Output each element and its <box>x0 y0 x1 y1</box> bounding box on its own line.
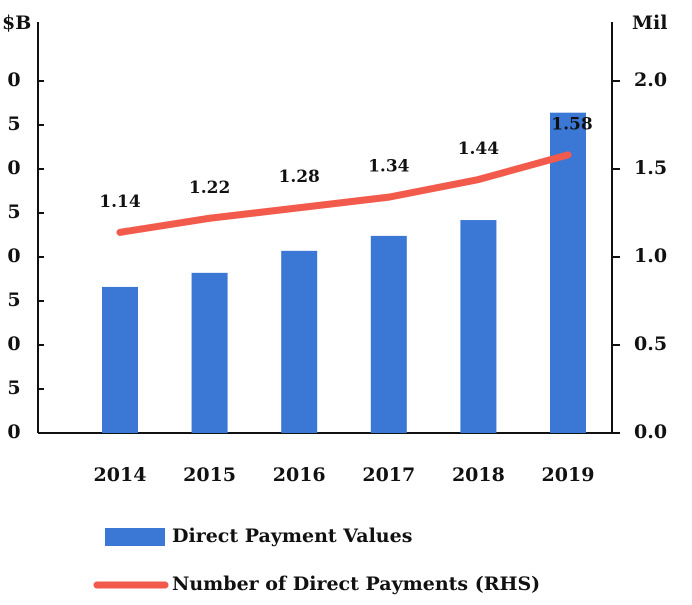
x-tick-label: 2018 <box>452 464 505 486</box>
bar <box>460 220 497 433</box>
y-tick-label: 0 <box>7 69 20 91</box>
bar <box>550 112 586 434</box>
legend-label: Number of Direct Payments (RHS) <box>172 573 540 595</box>
x-tick-label: 2015 <box>183 464 236 486</box>
y-tick-label: 5 <box>7 113 20 135</box>
y-tick-label: 5 <box>7 201 20 223</box>
legend-swatch <box>105 528 165 546</box>
y2-tick-label: 1.0 <box>634 245 667 267</box>
bar <box>102 286 138 433</box>
y2-axis-label: Mil <box>632 12 667 34</box>
bar <box>191 272 228 433</box>
y2-tick-label: 1.5 <box>634 157 667 179</box>
x-tick-label: 2019 <box>542 464 595 486</box>
data-label: 1.58 <box>551 114 592 134</box>
y-tick-label: 5 <box>7 377 20 399</box>
y2-tick-label: 0.5 <box>634 333 667 355</box>
data-label: 1.14 <box>99 192 141 212</box>
legend-label: Direct Payment Values <box>172 525 412 547</box>
x-tick-label: 2016 <box>273 464 326 486</box>
y-tick-label: 5 <box>7 289 20 311</box>
y2-tick-label: 2.0 <box>634 69 667 91</box>
data-label: 1.22 <box>189 178 230 198</box>
y2-tick-label: 0.0 <box>634 421 667 443</box>
y-tick-label: 0 <box>7 245 20 267</box>
y-tick-label: 0 <box>7 157 20 179</box>
y-tick-label: 0 <box>7 421 20 443</box>
y-axis-label: $B <box>2 12 31 34</box>
bar <box>370 235 407 433</box>
data-label: 1.28 <box>278 167 319 187</box>
x-tick-label: 2014 <box>94 464 147 486</box>
data-label: 1.44 <box>458 139 500 159</box>
line <box>116 151 572 236</box>
bar <box>281 250 318 433</box>
data-label: 1.34 <box>368 157 410 177</box>
y-tick-label: 0 <box>7 333 20 355</box>
x-tick-label: 2017 <box>362 464 415 486</box>
